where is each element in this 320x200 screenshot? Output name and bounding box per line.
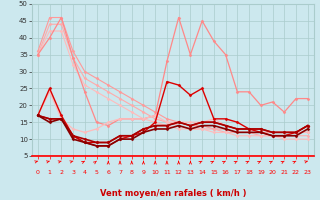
- X-axis label: Vent moyen/en rafales ( km/h ): Vent moyen/en rafales ( km/h ): [100, 189, 246, 198]
